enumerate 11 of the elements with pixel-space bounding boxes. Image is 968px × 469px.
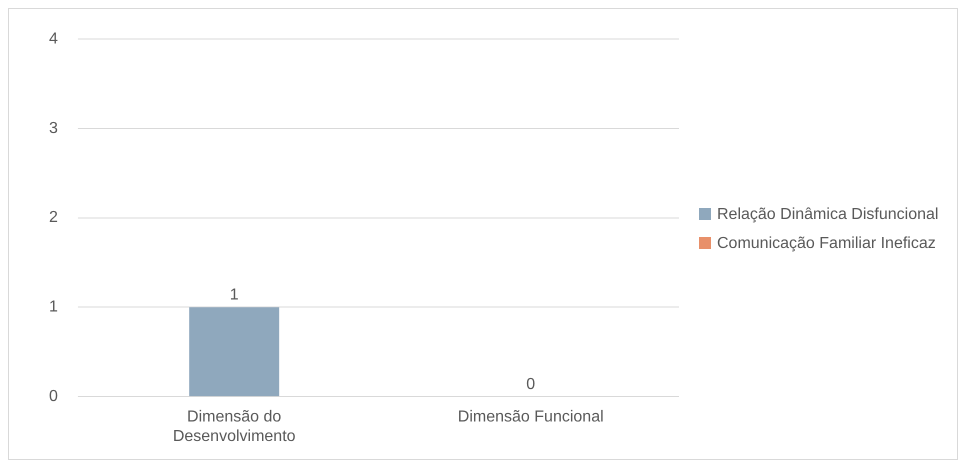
y-tick-label: 4 [48,30,58,48]
x-tick-label: Dimensão do Desenvolvimento [172,408,296,445]
legend-label: Relação Dinâmica Disfuncional [717,205,938,224]
y-tick-label: 0 [48,388,58,406]
data-label: 1 [230,286,239,304]
y-tick-label: 3 [48,120,58,137]
y-tick-label: 1 [48,298,58,316]
y-tick-label: 2 [48,209,58,226]
x-tick-label: Dimensão Funcional [458,408,604,426]
legend-label: Comunicação Familiar Ineficaz [717,234,936,253]
data-label: 0 [526,376,536,394]
